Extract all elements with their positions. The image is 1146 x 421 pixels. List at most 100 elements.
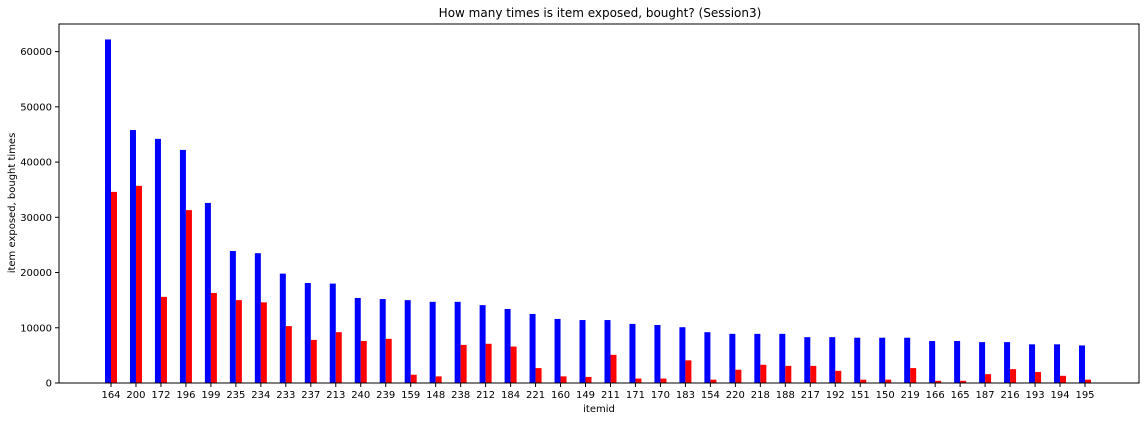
- bar-series-2-151: [860, 379, 867, 383]
- x-tick-label: 235: [226, 390, 245, 401]
- bar-series-1-159: [404, 300, 411, 383]
- bar-series-2-216: [1010, 369, 1017, 383]
- bar-series-2-219: [910, 368, 917, 383]
- bar-series-2-195: [1085, 379, 1091, 383]
- bar-series-1-218: [754, 333, 761, 383]
- bar-series-2-237: [310, 339, 317, 383]
- bar-series-2-159: [410, 374, 417, 383]
- bar-series-1-233: [279, 273, 286, 383]
- bar-series-2-199: [210, 292, 217, 383]
- bar-series-2-188: [785, 365, 792, 383]
- bar-series-2-149: [585, 376, 592, 383]
- bar-series-2-233: [285, 326, 292, 383]
- bar-series-1-217: [804, 337, 811, 383]
- bar-series-1-239: [379, 299, 386, 383]
- x-tick-label: 196: [176, 390, 195, 401]
- bars: [105, 39, 1091, 384]
- bar-series-1-165: [954, 341, 961, 383]
- x-axis-label: itemid: [583, 404, 615, 415]
- x-tick-label: 193: [1026, 390, 1045, 401]
- bar-series-1-193: [1029, 344, 1036, 383]
- bar-series-1-170: [654, 325, 661, 383]
- bar-series-1-235: [229, 250, 236, 383]
- plot-frame: [58, 23, 1140, 384]
- x-tick-label: 160: [551, 390, 570, 401]
- bar-series-1-220: [729, 333, 736, 383]
- bar-series-2-240: [360, 341, 367, 383]
- bar-series-1-194: [1054, 344, 1061, 383]
- x-tick-label: 164: [101, 390, 120, 401]
- bar-series-2-196: [185, 210, 192, 383]
- x-tick-label: 171: [626, 390, 645, 401]
- bar-series-2-238: [460, 344, 467, 383]
- y-tick-label: 40000: [20, 158, 52, 169]
- bar-series-2-172: [160, 296, 167, 383]
- bar-series-1-221: [529, 313, 536, 383]
- y-tick-label: 50000: [20, 102, 52, 113]
- x-tick-label: 234: [251, 390, 270, 401]
- bar-series-2-217: [810, 365, 817, 383]
- x-tick-label: 165: [951, 390, 970, 401]
- x-tick-label: 239: [376, 390, 395, 401]
- bar-series-2-213: [335, 332, 342, 383]
- bar-series-1-188: [779, 333, 786, 383]
- bar-series-1-160: [554, 318, 561, 383]
- bar-series-1-234: [254, 253, 261, 383]
- y-tick-label: 10000: [20, 323, 52, 334]
- bar-series-2-200: [135, 185, 142, 383]
- x-tick-label: 148: [426, 390, 445, 401]
- bar-series-1-216: [1004, 342, 1011, 383]
- bar-series-1-148: [429, 301, 436, 383]
- bar-series-2-154: [710, 379, 717, 383]
- x-tick-label: 218: [751, 390, 770, 401]
- x-tick-label: 237: [301, 390, 320, 401]
- x-tick-label: 183: [676, 390, 695, 401]
- x-tick-label: 194: [1050, 390, 1069, 401]
- bar-series-1-171: [629, 323, 636, 383]
- bar-series-1-149: [579, 320, 586, 383]
- bar-series-2-160: [560, 376, 567, 383]
- x-tick-label: 233: [276, 390, 295, 401]
- bar-series-2-166: [935, 380, 942, 383]
- bar-series-2-150: [885, 379, 892, 383]
- bar-series-1-150: [879, 337, 886, 383]
- bar-series-2-212: [485, 343, 492, 383]
- bar-series-2-211: [610, 354, 617, 383]
- bar-series-1-184: [504, 308, 511, 383]
- bar-series-1-212: [479, 305, 486, 383]
- bar-series-1-237: [304, 283, 311, 383]
- bar-series-1-154: [704, 332, 711, 383]
- x-tick-label: 220: [726, 390, 745, 401]
- bar-series-1-240: [354, 297, 361, 383]
- x-tick-label: 195: [1075, 390, 1094, 401]
- bar-series-1-238: [454, 301, 461, 383]
- bar-series-1-166: [929, 341, 936, 383]
- bar-series-1-195: [1079, 345, 1085, 383]
- x-tick-label: 166: [926, 390, 945, 401]
- chart-title: How many times is item exposed, bought? …: [439, 6, 762, 20]
- bar-series-2-187: [985, 374, 992, 383]
- bar-series-2-194: [1060, 375, 1067, 383]
- bar-series-2-221: [535, 368, 542, 383]
- bar-series-1-196: [179, 149, 186, 383]
- y-tick-label: 60000: [20, 47, 52, 58]
- y-axis-label: item exposed, bought times: [7, 133, 18, 274]
- x-tick-label: 238: [451, 390, 470, 401]
- bar-series-1-213: [329, 283, 336, 383]
- bar-series-2-220: [735, 369, 742, 383]
- bar-series-1-219: [904, 337, 911, 383]
- x-tick-label: 149: [576, 390, 595, 401]
- x-tick-label: 200: [126, 390, 145, 401]
- x-tick-label: 211: [601, 390, 620, 401]
- x-tick-label: 213: [326, 390, 345, 401]
- x-tick-label: 240: [351, 390, 370, 401]
- bar-series-2-192: [835, 370, 842, 383]
- bar-series-2-183: [685, 360, 692, 383]
- x-tick-label: 159: [401, 390, 420, 401]
- x-tick-label: 151: [851, 390, 870, 401]
- bar-series-2-235: [235, 300, 242, 383]
- bar-series-2-218: [760, 364, 767, 383]
- x-tick-label: 172: [151, 390, 170, 401]
- x-tick-label: 221: [526, 390, 545, 401]
